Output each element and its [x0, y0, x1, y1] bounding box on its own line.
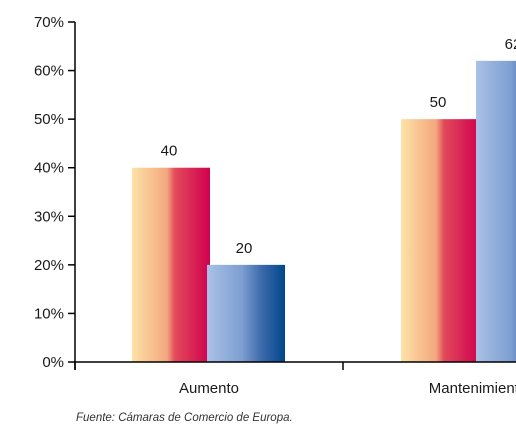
- data-labels: 40 20 50 62: [161, 36, 516, 257]
- data-label: 40: [161, 143, 178, 160]
- y-tick-label: 0%: [42, 354, 64, 371]
- y-tick-label: 50%: [34, 111, 64, 128]
- source-note: Fuente: Cámaras de Comercio de Europa.: [76, 412, 293, 424]
- bar-series-1-mantenimiento: [401, 119, 479, 363]
- data-label: 20: [236, 240, 253, 257]
- y-tick-label: 10%: [34, 305, 64, 322]
- data-label: 50: [430, 94, 447, 111]
- x-category-label: Mantenimiento: [429, 380, 516, 397]
- y-tick-label: 60%: [34, 63, 64, 80]
- data-label: 62: [505, 36, 516, 53]
- y-tick-label: 20%: [34, 257, 64, 274]
- y-tick-label: 70%: [34, 14, 64, 31]
- x-category-label: Aumento: [179, 380, 239, 397]
- bar-series-1-aumento: [132, 167, 210, 362]
- y-axis-ticks: 0% 10% 20% 30% 40% 50% 60% 70%: [34, 14, 75, 371]
- bar-series-2-aumento: [207, 264, 285, 362]
- y-tick-label: 30%: [34, 208, 64, 225]
- bars: [132, 60, 516, 363]
- x-axis-categories: Aumento Mantenimiento: [179, 380, 516, 397]
- y-tick-label: 40%: [34, 160, 64, 177]
- bar-series-2-mantenimiento: [476, 60, 516, 362]
- x-axis-tick-marks: [74, 362, 344, 370]
